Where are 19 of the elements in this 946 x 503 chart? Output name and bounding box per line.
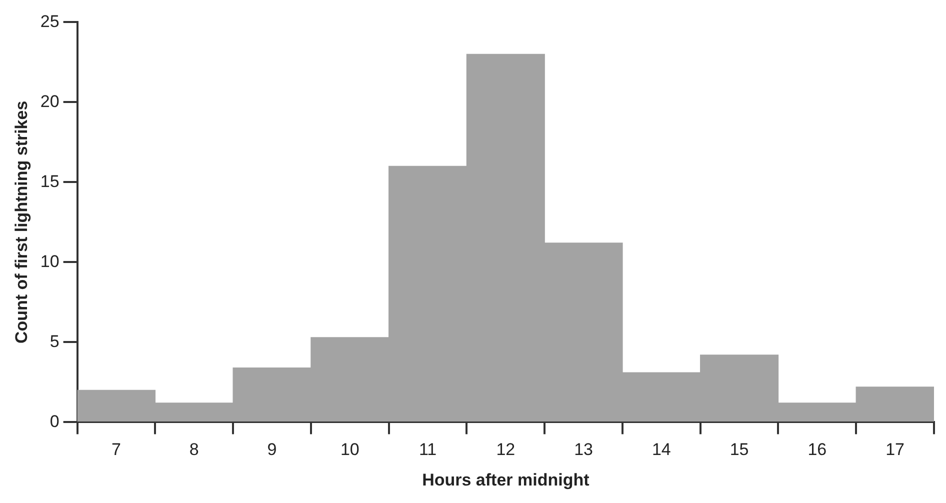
y-axis-title: Count of first lightning strikes bbox=[12, 100, 31, 344]
x-tick-label: 8 bbox=[189, 440, 199, 460]
x-tick-label: 14 bbox=[652, 440, 671, 460]
y-tick-label: 25 bbox=[40, 12, 60, 31]
x-tick-label: 13 bbox=[574, 440, 593, 460]
x-tick-label: 17 bbox=[886, 440, 905, 460]
x-axis-title: Hours after midnight bbox=[422, 470, 590, 490]
x-tick-label: 12 bbox=[496, 440, 516, 460]
x-tick-label: 15 bbox=[730, 440, 749, 460]
y-tick-label: 15 bbox=[40, 172, 60, 191]
y-tick-label: 10 bbox=[40, 252, 60, 271]
y-tick-label: 20 bbox=[40, 92, 60, 111]
x-tick-label: 11 bbox=[418, 440, 437, 460]
y-tick-label: 5 bbox=[50, 332, 60, 351]
x-tick-label: 9 bbox=[267, 440, 277, 460]
y-tick-label: 0 bbox=[50, 412, 60, 431]
x-tick-label: 16 bbox=[808, 440, 827, 460]
x-tick-label: 7 bbox=[112, 440, 121, 460]
x-tick-label: 10 bbox=[340, 440, 360, 460]
